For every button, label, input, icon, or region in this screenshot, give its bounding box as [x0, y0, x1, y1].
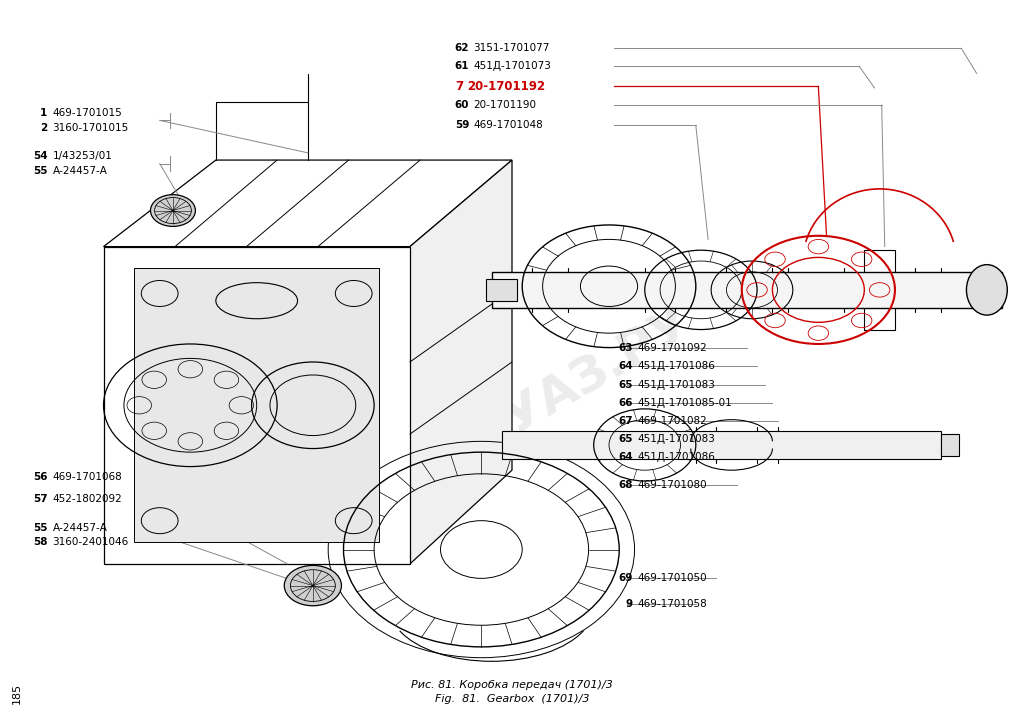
- Text: Рис. 81. Коробка передач (1701)/3: Рис. 81. Коробка передач (1701)/3: [411, 680, 613, 690]
- Text: 57: 57: [33, 494, 47, 504]
- Text: 60: 60: [455, 100, 469, 110]
- Text: 64: 64: [617, 452, 633, 462]
- Text: 1/43253/01: 1/43253/01: [52, 151, 113, 161]
- Text: 451Д-1701083: 451Д-1701083: [638, 380, 716, 390]
- Text: 65: 65: [618, 434, 633, 444]
- Text: 3160-1701015: 3160-1701015: [52, 122, 129, 132]
- Text: 451Д-1701086: 451Д-1701086: [638, 361, 716, 371]
- Bar: [502, 431, 941, 459]
- Text: 185: 185: [11, 683, 22, 704]
- Text: 469-1701080: 469-1701080: [638, 479, 708, 489]
- Text: 3151-1701077: 3151-1701077: [473, 43, 550, 54]
- Text: 451Д-1701085-01: 451Д-1701085-01: [638, 398, 732, 408]
- Text: 65: 65: [618, 380, 633, 390]
- Text: 62: 62: [455, 43, 469, 54]
- Text: 2: 2: [40, 122, 47, 132]
- Text: 3160-2401046: 3160-2401046: [52, 537, 129, 547]
- Text: 67: 67: [617, 416, 633, 426]
- Text: 9: 9: [626, 599, 633, 609]
- Text: 469-1701048: 469-1701048: [473, 120, 543, 130]
- Text: 56: 56: [33, 472, 47, 482]
- Text: 59: 59: [455, 120, 469, 130]
- Text: 20-1701190: 20-1701190: [473, 100, 537, 110]
- Polygon shape: [103, 247, 410, 564]
- Text: 469-1701092: 469-1701092: [638, 342, 708, 353]
- Polygon shape: [134, 268, 379, 542]
- Text: 451Д-1701073: 451Д-1701073: [473, 62, 551, 72]
- Text: 69: 69: [618, 573, 633, 584]
- Text: 64: 64: [617, 361, 633, 371]
- Bar: [941, 434, 959, 456]
- Text: 61: 61: [455, 62, 469, 71]
- Circle shape: [151, 195, 196, 227]
- Circle shape: [285, 565, 341, 606]
- Text: 469-1701068: 469-1701068: [52, 472, 122, 482]
- Text: Fig.  81.  Gearbox  (1701)/3: Fig. 81. Gearbox (1701)/3: [435, 694, 589, 704]
- Text: 68: 68: [618, 479, 633, 489]
- Text: 54: 54: [33, 151, 47, 161]
- Polygon shape: [103, 160, 512, 247]
- Text: 63: 63: [618, 342, 633, 353]
- Text: 451Д-1701086: 451Д-1701086: [638, 452, 716, 462]
- Text: 452-1802092: 452-1802092: [52, 494, 122, 504]
- Bar: [492, 272, 1002, 308]
- Bar: [486, 279, 517, 300]
- Text: 469-1701058: 469-1701058: [638, 599, 708, 609]
- Text: 66: 66: [618, 398, 633, 408]
- Text: 451Д-1701083: 451Д-1701083: [638, 434, 716, 445]
- Text: 55: 55: [33, 523, 47, 533]
- Text: А-24457-А: А-24457-А: [52, 166, 108, 176]
- Text: 469-1701050: 469-1701050: [638, 573, 708, 584]
- Text: 7: 7: [455, 80, 463, 93]
- Text: 469-1701082: 469-1701082: [638, 416, 708, 426]
- Ellipse shape: [967, 265, 1008, 315]
- Polygon shape: [410, 160, 512, 564]
- Text: 20-1701192: 20-1701192: [467, 80, 545, 93]
- Text: СПЕЦБУАЗ.РУ: СПЕЦБУАЗ.РУ: [325, 298, 699, 542]
- Text: 58: 58: [33, 537, 47, 547]
- Text: А-24457-А: А-24457-А: [52, 523, 108, 533]
- Text: 469-1701015: 469-1701015: [52, 108, 122, 118]
- Text: 1: 1: [40, 108, 47, 118]
- Text: 55: 55: [33, 166, 47, 176]
